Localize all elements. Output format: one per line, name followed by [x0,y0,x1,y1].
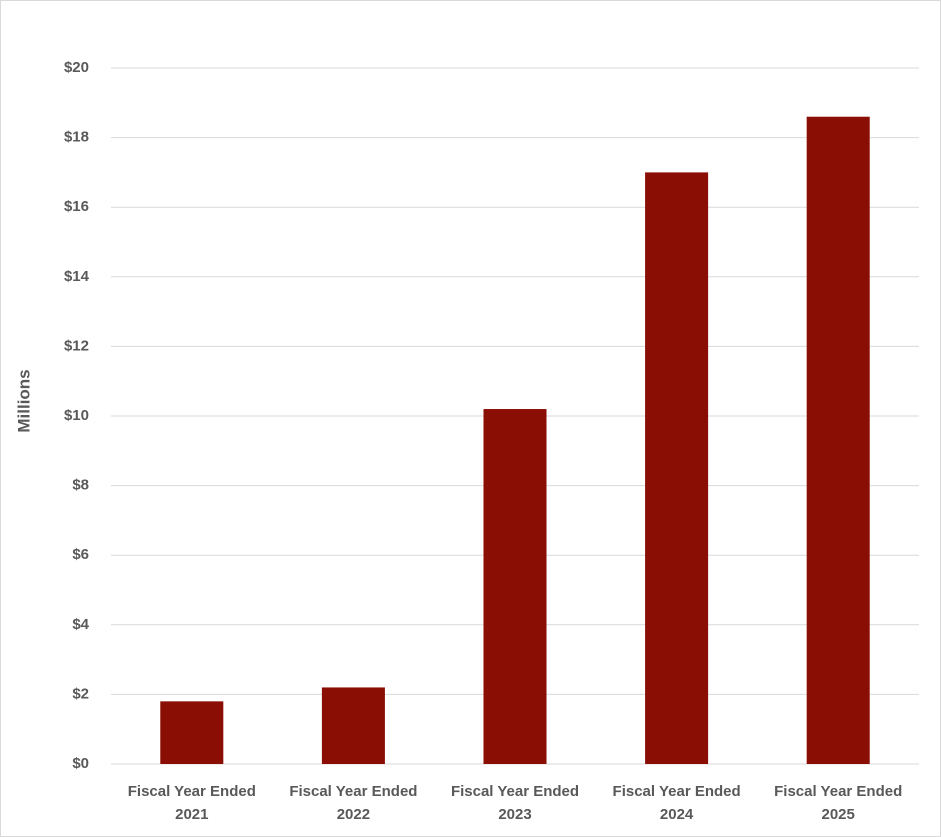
x-tick-label: Fiscal Year Ended 2022 [289,783,418,823]
x-tick-label: Fiscal Year Ended 2023 [450,783,580,823]
y-tick-label: $4 [72,616,89,633]
x-tick-label: Fiscal Year Ended 2021 [127,783,256,823]
y-tick-label: $10 [64,407,89,424]
y-tick-label: $12 [64,337,89,354]
y-tick-label: $8 [72,477,89,494]
bar [160,701,224,764]
y-tick-label: $0 [72,755,89,772]
bar [483,409,547,764]
y-tick-label: $18 [64,129,89,146]
y-tick-label: $2 [72,685,89,702]
x-tick-label: Fiscal Year Ended 2025 [774,783,903,823]
y-tick-label: $14 [64,268,90,285]
y-tick-label: $16 [64,198,89,215]
y-tick-label: $6 [72,546,89,563]
y-tick-label: $20 [64,59,89,76]
bar [806,116,870,765]
x-tick-label: Fiscal Year Ended 2024 [612,783,741,823]
bar [321,687,385,764]
bar [645,172,709,764]
y-axis-label: Millions [14,369,33,432]
